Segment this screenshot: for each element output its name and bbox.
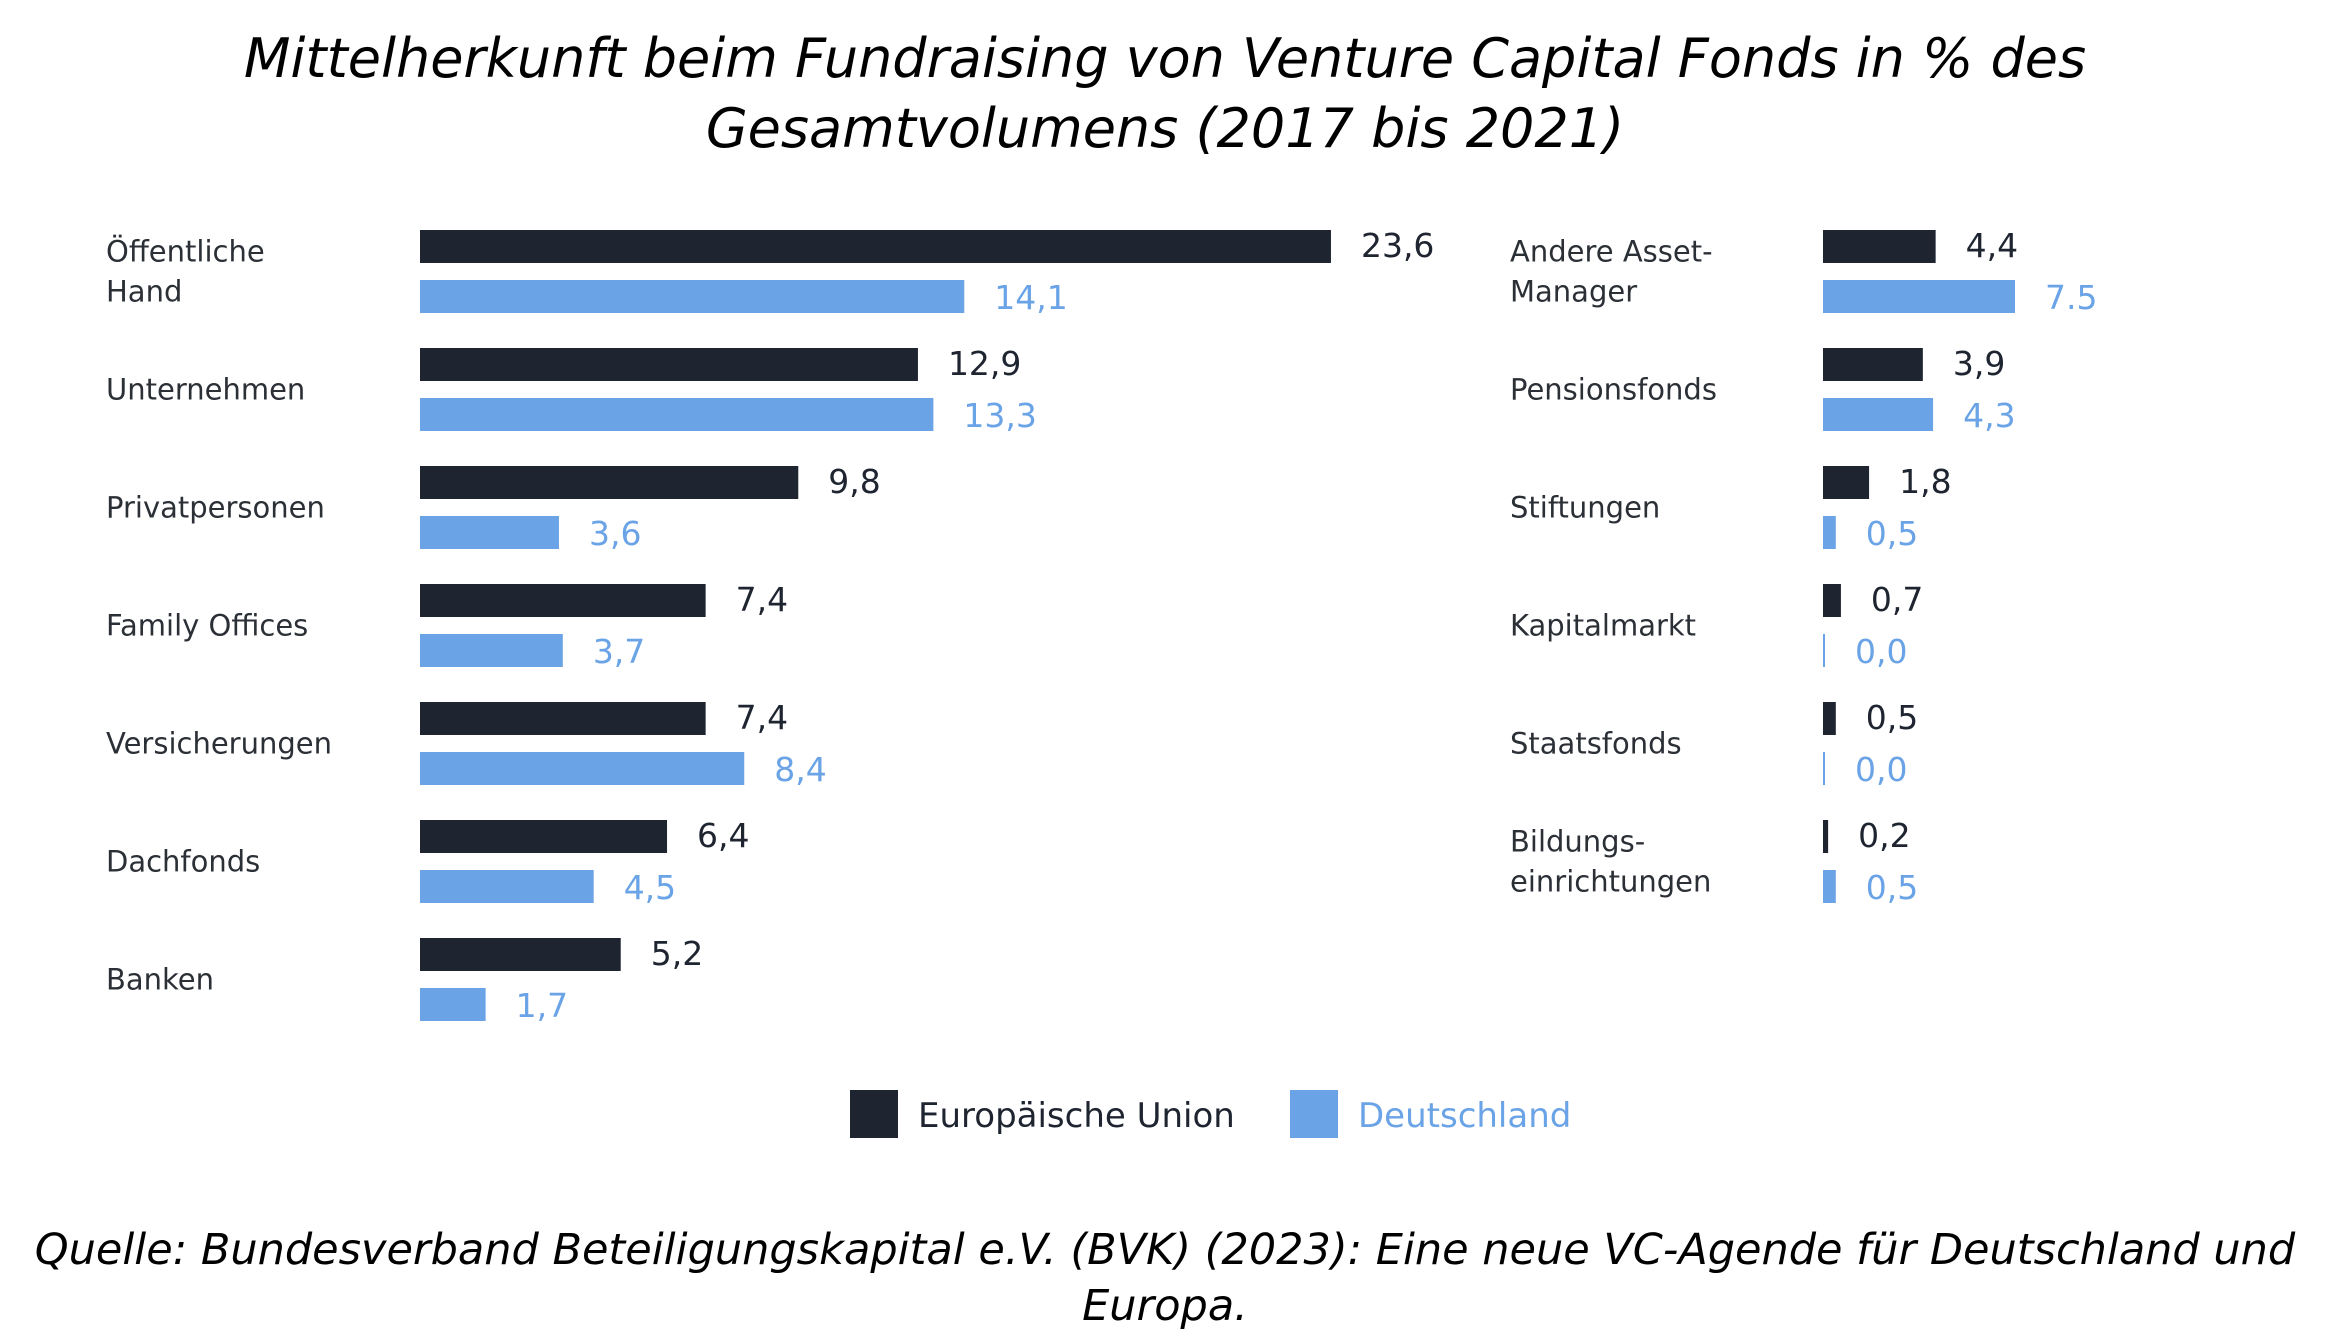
data-label-de: 7.5 [2045, 278, 2097, 317]
category-label: Öffentliche Hand [106, 235, 265, 309]
data-label-de: 4,5 [624, 868, 676, 907]
category-label: Banken [106, 963, 214, 997]
bar-de [420, 516, 559, 549]
data-label-de: 0,0 [1855, 750, 1907, 789]
bar-eu [420, 466, 799, 499]
data-label-eu: 1,8 [1899, 462, 1951, 501]
data-label-eu: 0,2 [1858, 816, 1910, 855]
category-label: Unternehmen [106, 373, 305, 407]
data-label-de: 0,5 [1866, 514, 1918, 553]
data-label-eu: 0,7 [1871, 580, 1923, 619]
bar-eu [1823, 820, 1829, 853]
bar-de [420, 398, 934, 431]
bar-de [420, 752, 745, 785]
category-label: Pensionsfonds [1510, 373, 1717, 407]
data-label-eu: 9,8 [828, 462, 880, 501]
data-label-eu: 6,4 [697, 816, 749, 855]
bar-eu [420, 230, 1331, 263]
category-label: Staatsfonds [1510, 727, 1682, 761]
data-label-de: 13,3 [963, 396, 1036, 435]
category-label: Kapitalmarkt [1510, 609, 1696, 643]
data-label-de: 0,0 [1855, 632, 1907, 671]
legend-label-eu: Europäische Union [918, 1096, 1235, 1136]
legend-swatch-eu [850, 1090, 898, 1138]
data-label-eu: 0,5 [1866, 698, 1918, 737]
bar-eu [420, 820, 668, 853]
data-label-eu: 4,4 [1966, 226, 2018, 265]
bar-eu [420, 584, 706, 617]
bar-eu [1823, 466, 1870, 499]
source-note: Quelle: Bundesverband Beteiligungskapita… [34, 1225, 2296, 1331]
bar-chart: Öffentliche Hand 23,6 14,1 Unternehmen 12,9 13… [106, 226, 2097, 1138]
data-label-eu: 12,9 [948, 344, 1021, 383]
category-label: Family Offices [106, 609, 308, 643]
data-label-de: 4,3 [1963, 396, 2015, 435]
data-label-eu: 23,6 [1361, 226, 1434, 265]
legend-label-de: Deutschland [1358, 1096, 1571, 1136]
bar-de [420, 280, 965, 313]
bar-eu [1823, 348, 1923, 381]
bar-eu [1823, 584, 1841, 617]
bar-eu [1823, 230, 1936, 263]
data-label-de: 14,1 [994, 278, 1067, 317]
category-label: Dachfonds [106, 845, 260, 879]
bar-de [1823, 752, 1825, 785]
bar-de [1823, 516, 1836, 549]
data-label-eu: 5,2 [651, 934, 703, 973]
data-label-de: 3,7 [593, 632, 645, 671]
bar-de [1823, 870, 1836, 903]
bar-eu [420, 348, 918, 381]
bar-de [420, 634, 563, 667]
data-label-eu: 7,4 [736, 580, 788, 619]
bar-de [420, 870, 594, 903]
data-label-eu: 7,4 [736, 698, 788, 737]
category-label: Andere Asset-Manager [1510, 235, 1713, 309]
bar-de [1823, 398, 1934, 431]
category-label: Privatpersonen [106, 491, 325, 525]
data-label-de: 8,4 [774, 750, 826, 789]
bar-eu [420, 938, 621, 971]
chart-title: Mittelherkunft beim Fundraising von Vent… [243, 27, 2087, 160]
data-label-de: 0,5 [1866, 868, 1918, 907]
category-label: Stiftungen [1510, 491, 1660, 525]
data-label-eu: 3,9 [1953, 344, 2005, 383]
category-label: Bildungs-einrichtungen [1510, 825, 1711, 899]
data-label-de: 1,7 [516, 986, 568, 1025]
bar-de [420, 988, 486, 1021]
bar-eu [420, 702, 706, 735]
data-label-de: 3,6 [589, 514, 641, 553]
legend-swatch-de [1290, 1090, 1338, 1138]
bar-de [1823, 634, 1825, 667]
bar-de [1823, 280, 2015, 313]
bar-eu [1823, 702, 1836, 735]
category-label: Versicherungen [106, 727, 332, 761]
